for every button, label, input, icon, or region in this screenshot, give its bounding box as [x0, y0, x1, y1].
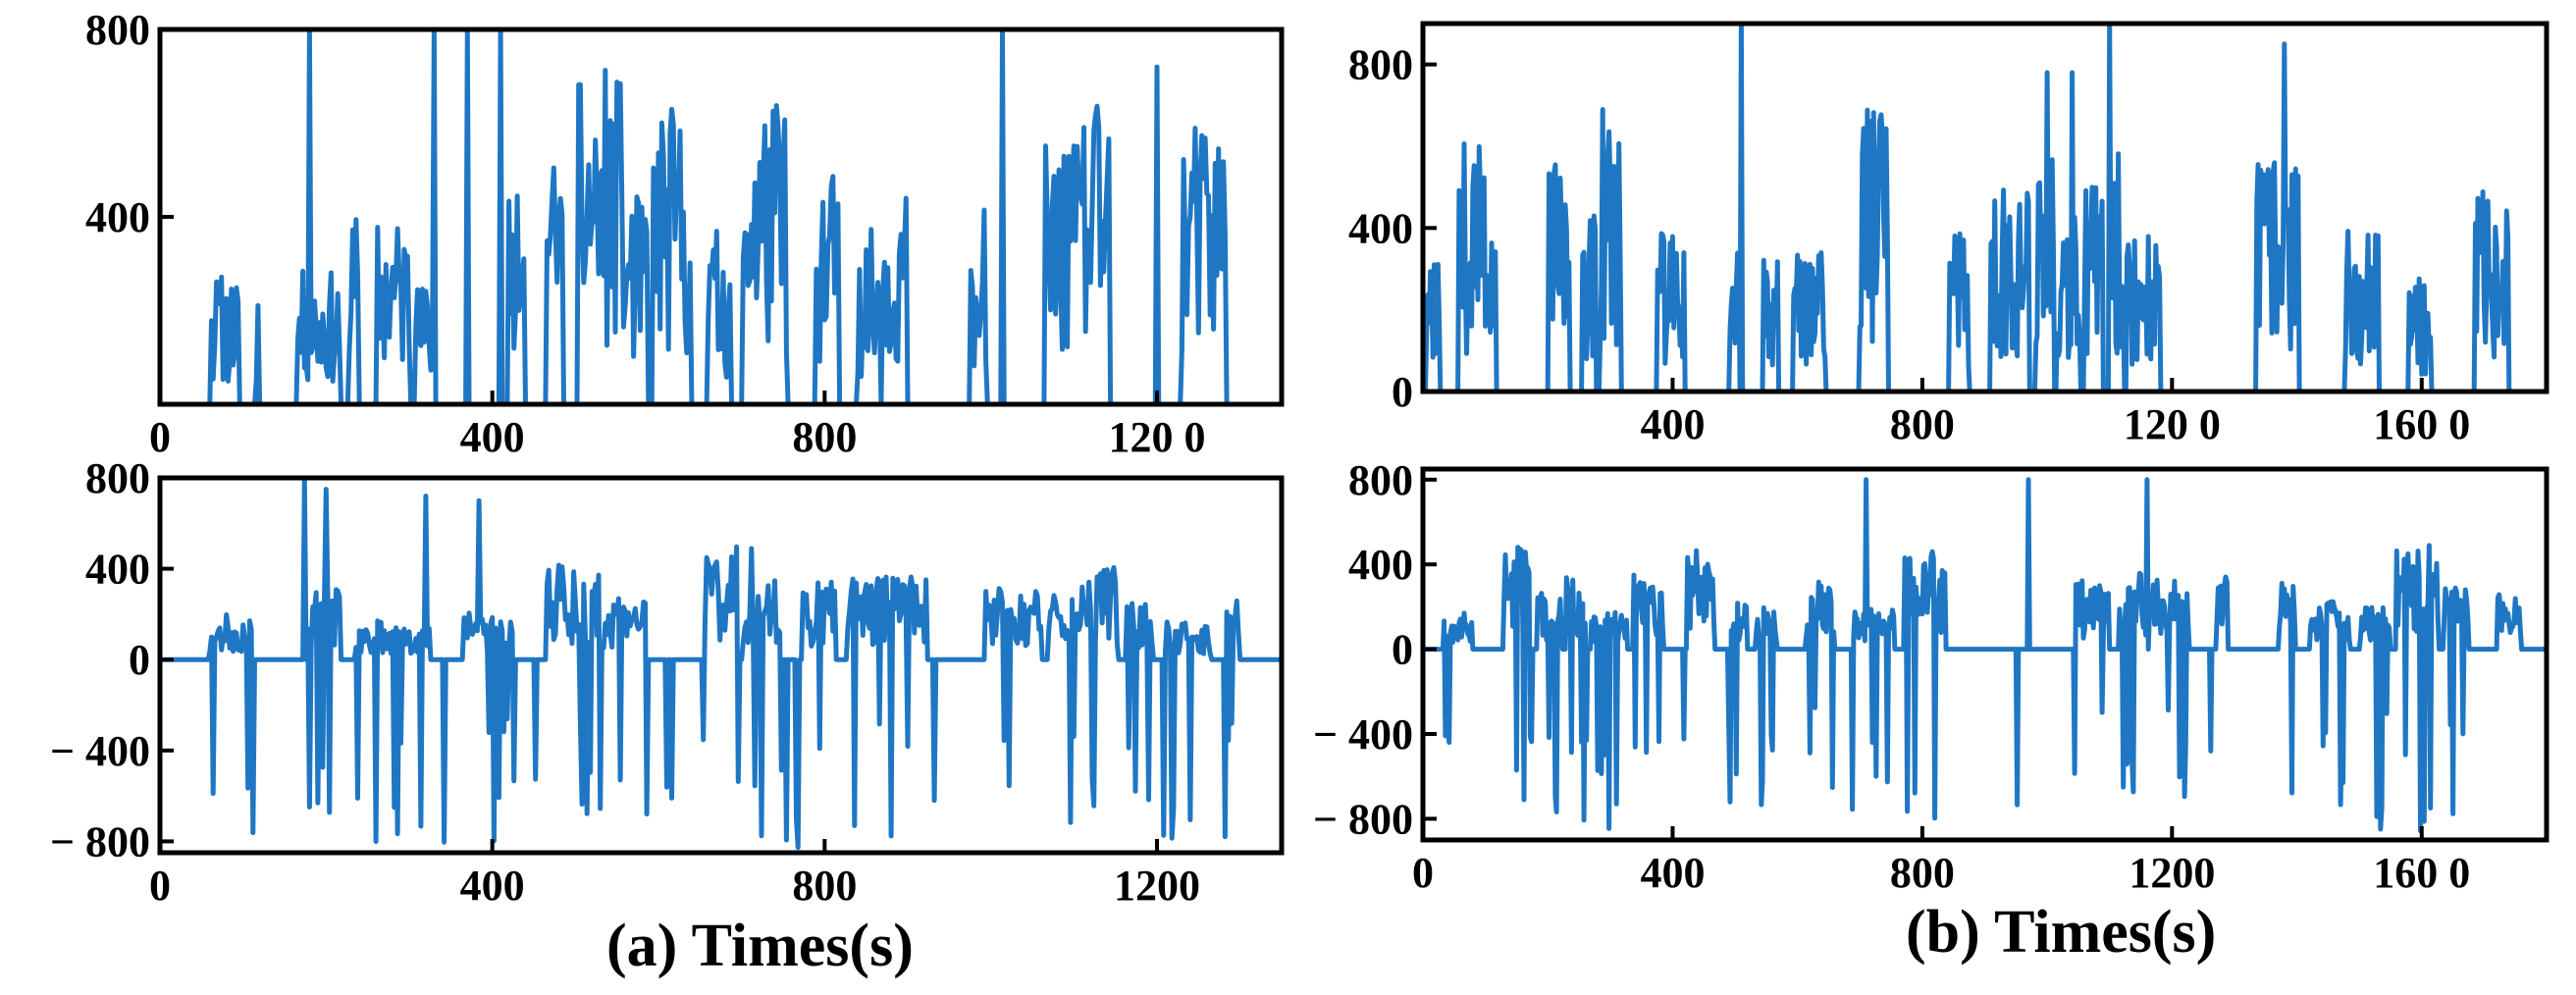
axes-frame-b-bottom — [1420, 466, 2550, 843]
x-tick-label-b-bottom-2: 800 — [1890, 849, 1955, 897]
y-tick-label-a-bottom-3: 400 — [85, 546, 150, 594]
y-tick-label-b-bottom-4: 800 — [1348, 456, 1413, 504]
caption-a: (a) Times(s) — [606, 913, 914, 979]
y-tick-label-a-bottom-0: − 800 — [50, 817, 150, 865]
x-tick-label-b-bottom-0: 0 — [1412, 849, 1434, 897]
y-tick-label-a-top-1: 800 — [85, 6, 150, 54]
x-tick-label-a-top-1: 400 — [460, 413, 525, 461]
caption-b: (b) Times(s) — [1906, 899, 2216, 966]
panel-a-top: 0 400 800 120 0 400 800 — [85, 6, 1285, 461]
y-tick-label-a-bottom-4: 800 — [85, 454, 150, 502]
x-tick-label-a-top-0: 0 — [149, 413, 171, 461]
x-tick-label-b-bottom-1: 400 — [1640, 849, 1705, 897]
x-tick-label-b-bottom-3: 1200 — [2129, 849, 2215, 897]
series-line-b-top — [1423, 24, 2547, 392]
panel-b-top: 400 800 120 0 160 0 0 400 800 — [1348, 21, 2550, 448]
axes-frame-b-top — [1420, 21, 2550, 394]
x-tick-label-a-bottom-3: 1200 — [1114, 862, 1200, 910]
axes-frame-a-bottom — [157, 475, 1285, 856]
x-tick-label-a-bottom-0: 0 — [149, 862, 171, 910]
x-tick-label-b-top-1: 800 — [1890, 400, 1955, 448]
y-tick-label-b-bottom-0: − 800 — [1313, 795, 1413, 843]
y-tick-label-b-bottom-2: 0 — [1392, 626, 1413, 674]
series-line-a-bottom — [160, 478, 1282, 851]
panel-b-bottom: 0 400 800 1200 160 0 − 800 − 400 0 400 800 — [1313, 456, 2550, 897]
series-line-b-bottom — [1423, 477, 2547, 834]
y-tick-label-b-top-0: 0 — [1392, 368, 1413, 416]
panel-a-bottom: 0 400 800 1200 − 800 − 400 0 400 800 — [50, 454, 1285, 910]
x-tick-label-a-bottom-2: 800 — [792, 862, 857, 910]
y-tick-label-b-top-1: 400 — [1348, 204, 1413, 252]
y-tick-label-a-bottom-2: 0 — [129, 636, 150, 684]
x-tick-label-a-top-2: 800 — [792, 413, 857, 461]
series-line-a-top — [160, 29, 1282, 404]
x-tick-label-b-top-3: 160 0 — [2373, 400, 2470, 448]
y-tick-label-b-top-2: 800 — [1348, 41, 1413, 89]
y-tick-label-a-bottom-1: − 400 — [50, 727, 150, 775]
y-tick-label-b-bottom-3: 400 — [1348, 541, 1413, 589]
x-tick-label-b-top-0: 400 — [1640, 400, 1705, 448]
y-tick-label-a-top-0: 400 — [85, 193, 150, 241]
x-tick-label-b-top-2: 120 0 — [2124, 400, 2221, 448]
x-tick-label-a-bottom-1: 400 — [460, 862, 525, 910]
y-tick-label-b-bottom-1: − 400 — [1313, 710, 1413, 759]
x-tick-label-b-bottom-4: 160 0 — [2373, 849, 2470, 897]
x-tick-label-a-top-3: 120 0 — [1109, 413, 1206, 461]
